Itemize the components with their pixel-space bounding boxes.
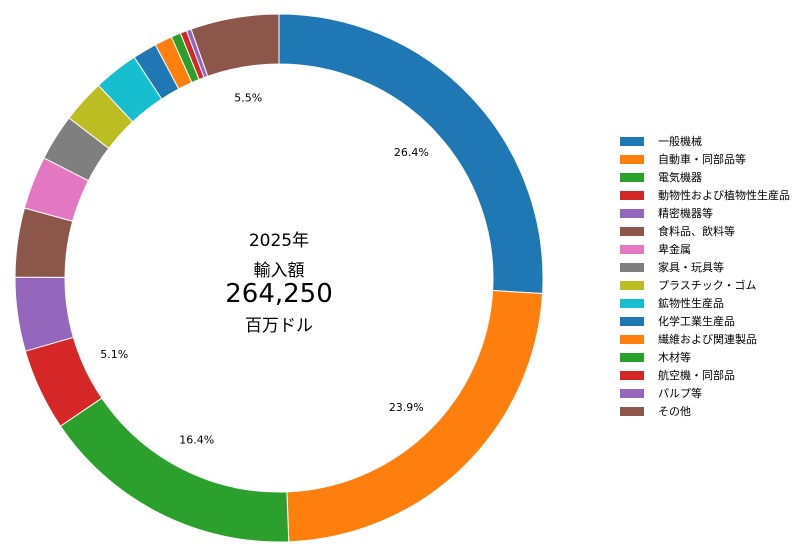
slice-label-2: 23.9%: [389, 401, 424, 414]
legend-swatch: [620, 208, 644, 218]
legend-swatch: [620, 226, 644, 236]
legend-item: 家具・玩具等: [620, 258, 790, 276]
slice-label-16: 5.5%: [234, 92, 262, 105]
center-unit: 百万ドル: [245, 316, 313, 336]
legend-item: その他: [620, 402, 790, 420]
legend-label: 航空機・同部品: [658, 369, 735, 382]
slice-label-3: 16.4%: [179, 433, 214, 446]
slice-labels: 26.4% 23.9% 16.4% 5.1% 5.5%: [100, 92, 429, 447]
legend-swatch: [620, 172, 644, 182]
legend-label: 自動車・同部品等: [658, 153, 746, 166]
legend-swatch: [620, 262, 644, 272]
legend-swatch: [620, 298, 644, 308]
legend-label: 鉱物性生産品: [658, 297, 724, 310]
legend-item: 繊維および関連製品: [620, 330, 790, 348]
legend-label: その他: [658, 405, 691, 418]
legend-label: 繊維および関連製品: [658, 333, 757, 346]
donut-slices: [14, 13, 544, 543]
legend-swatch: [620, 316, 644, 326]
legend-item: 食料品、飲料等: [620, 222, 790, 240]
legend-item: 卑金属: [620, 240, 790, 258]
legend-swatch: [620, 352, 644, 362]
legend-item: プラスチック・ゴム: [620, 276, 790, 294]
legend-swatch: [620, 388, 644, 398]
legend-label: 一般機械: [658, 135, 702, 148]
legend-label: 木材等: [658, 351, 691, 364]
legend-swatch: [620, 154, 644, 164]
legend-item: 鉱物性生産品: [620, 294, 790, 312]
legend-label: 化学工業生産品: [658, 315, 735, 328]
legend-item: 精密機器等: [620, 204, 790, 222]
center-value: 264,250: [225, 279, 333, 309]
legend-item: 自動車・同部品等: [620, 150, 790, 168]
legend-label: パルプ等: [658, 387, 702, 400]
legend-swatch: [620, 136, 644, 146]
legend-item: 化学工業生産品: [620, 312, 790, 330]
legend-label: 電気機器: [658, 171, 702, 184]
legend-label: プラスチック・ゴム: [658, 279, 757, 292]
center-label: 輸入額: [253, 261, 305, 281]
slice-16: [190, 13, 280, 77]
slice-label-1: 26.4%: [394, 146, 429, 159]
legend-item: 電気機器: [620, 168, 790, 186]
legend-swatch: [620, 280, 644, 290]
legend-swatch: [620, 370, 644, 380]
legend-label: 精密機器等: [658, 207, 713, 220]
legend-label: 動物性および植物性生産品: [658, 189, 790, 202]
legend-swatch: [620, 334, 644, 344]
legend-item: 木材等: [620, 348, 790, 366]
legend-swatch: [620, 406, 644, 416]
legend-item: 動物性および植物性生産品: [620, 186, 790, 204]
legend-label: 卑金属: [658, 243, 691, 256]
legend-swatch: [620, 190, 644, 200]
slice-3: [59, 397, 290, 543]
legend-label: 家具・玩具等: [658, 261, 724, 274]
legend-item: パルプ等: [620, 384, 790, 402]
legend-label: 食料品、飲料等: [658, 225, 735, 238]
slice-label-4: 5.1%: [100, 348, 128, 361]
legend-swatch: [620, 244, 644, 254]
legend-item: 航空機・同部品: [620, 366, 790, 384]
center-year: 2025年: [248, 231, 310, 251]
legend-item: 一般機械: [620, 132, 790, 150]
slice-5: [14, 276, 75, 352]
legend: 一般機械自動車・同部品等 電気機器動物性および植物性生産品 精密機器等食料品、飲料等…: [620, 132, 790, 420]
